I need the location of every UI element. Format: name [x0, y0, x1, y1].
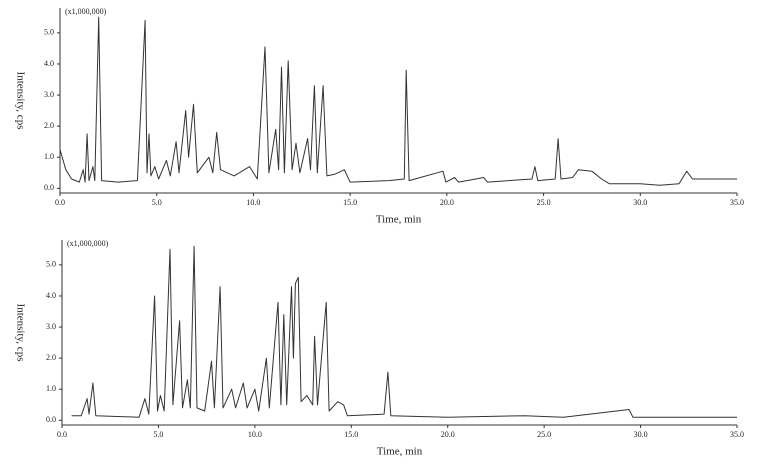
x-tick-label: 30.0 — [634, 430, 648, 439]
multiplier: (x1,000,000) — [65, 7, 107, 16]
x-axis-label: Time, min — [377, 446, 423, 458]
x-tick-label: 0.0 — [57, 430, 67, 439]
x-tick-label: 15.0 — [343, 198, 357, 207]
y-tick-label: 2.0 — [46, 353, 56, 362]
x-axis-label: Time, min — [376, 214, 422, 226]
x-tick-label: 30.0 — [633, 198, 647, 207]
x-tick-label: 20.0 — [441, 430, 455, 439]
y-tick-label: 0.0 — [44, 183, 54, 192]
y-tick-label: 4.0 — [46, 291, 56, 300]
x-tick-label: 5.0 — [153, 430, 163, 439]
y-tick-label: 2.0 — [44, 121, 54, 130]
x-tick-label: 35.0 — [730, 430, 744, 439]
chromatogram-trace — [59, 16, 737, 186]
multiplier: (x1,000,000) — [67, 239, 109, 248]
y-tick-label: 1.0 — [46, 384, 56, 393]
x-tick-label: 25.0 — [537, 430, 551, 439]
x-tick-label: 10.0 — [246, 198, 260, 207]
x-tick-label: 10.0 — [248, 430, 262, 439]
y-tick-label: 3.0 — [46, 322, 56, 331]
y-axis-label: Intensity, cps — [14, 304, 26, 362]
x-tick-label: 0.0 — [55, 198, 65, 207]
x-tick-label: 35.0 — [730, 198, 744, 207]
x-tick-label: 5.0 — [152, 198, 162, 207]
y-tick-label: 5.0 — [44, 28, 54, 37]
y-tick-label: 4.0 — [44, 59, 54, 68]
x-tick-label: 25.0 — [537, 198, 551, 207]
x-tick-label: 15.0 — [344, 430, 358, 439]
y-tick-label: 1.0 — [44, 152, 54, 161]
y-tick-label: 5.0 — [46, 260, 56, 269]
y-tick-label: 0.0 — [46, 415, 56, 424]
chromatogram-trace — [71, 245, 737, 418]
y-tick-label: 3.0 — [44, 90, 54, 99]
y-axis-label: Intensity, cps — [14, 72, 26, 130]
x-tick-label: 20.0 — [440, 198, 454, 207]
